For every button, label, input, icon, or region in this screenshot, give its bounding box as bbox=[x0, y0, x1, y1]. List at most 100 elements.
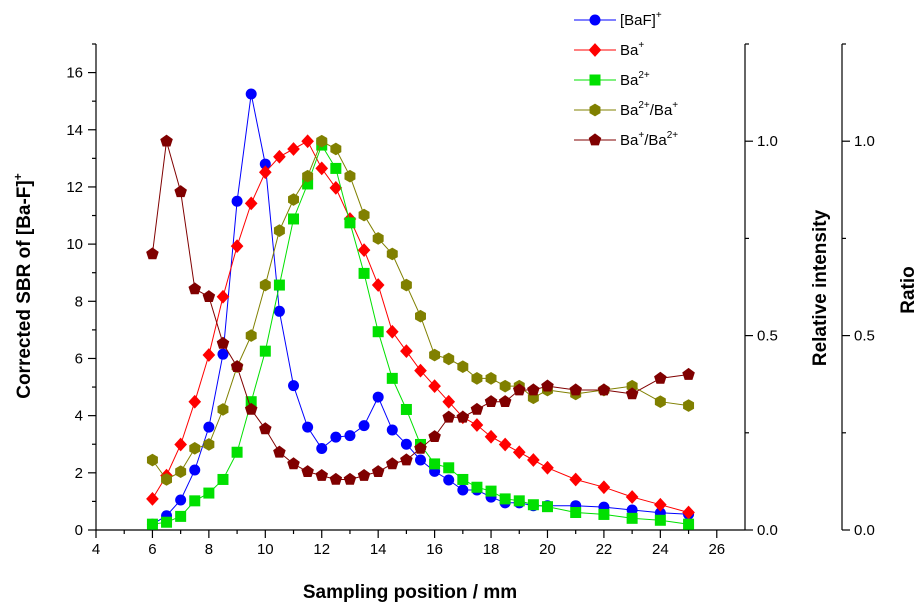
data-point bbox=[357, 243, 371, 257]
x-tick-label: 18 bbox=[483, 541, 500, 558]
y-tick-label: 16 bbox=[66, 65, 83, 82]
data-point bbox=[287, 142, 300, 156]
legend-marker bbox=[589, 14, 601, 26]
legend-label-sup: + bbox=[656, 10, 662, 21]
y-tick-label: 10 bbox=[66, 236, 83, 253]
series-line bbox=[151, 140, 689, 513]
x-tick-label: 16 bbox=[426, 541, 443, 558]
data-point bbox=[273, 305, 285, 317]
data-point bbox=[301, 465, 314, 478]
data-point bbox=[597, 383, 611, 396]
data-point bbox=[245, 396, 257, 408]
y-tick-label: 14 bbox=[66, 122, 83, 139]
legend-label-main: Ba bbox=[620, 42, 639, 59]
data-point bbox=[385, 324, 399, 339]
data-point bbox=[513, 495, 525, 507]
data-point bbox=[188, 282, 202, 295]
data-point bbox=[231, 195, 243, 207]
data-point bbox=[273, 149, 286, 164]
data-point bbox=[457, 360, 469, 374]
data-point bbox=[484, 429, 498, 444]
data-point bbox=[358, 208, 370, 222]
data-point bbox=[273, 224, 285, 237]
data-point bbox=[400, 453, 413, 466]
data-point bbox=[217, 403, 229, 416]
data-point bbox=[202, 290, 216, 303]
legend-label-main: Ba bbox=[620, 72, 639, 89]
data-point bbox=[498, 395, 512, 408]
legend-marker bbox=[588, 133, 602, 146]
data-point bbox=[372, 391, 384, 403]
data-point bbox=[683, 518, 695, 530]
data-point bbox=[654, 395, 666, 409]
legend-item: Ba+/Ba2+ bbox=[574, 130, 678, 149]
x-axis-title: Sampling position / mm bbox=[303, 582, 517, 603]
legend-label-second: /Ba bbox=[644, 132, 667, 149]
data-point bbox=[498, 437, 512, 452]
data-point bbox=[203, 487, 215, 499]
data-point bbox=[189, 442, 201, 455]
data-point bbox=[471, 481, 483, 493]
data-point bbox=[654, 497, 667, 512]
data-point bbox=[443, 474, 455, 486]
data-point bbox=[202, 348, 216, 362]
data-point bbox=[512, 445, 526, 460]
data-point bbox=[625, 490, 639, 504]
data-point bbox=[344, 169, 356, 183]
data-point bbox=[357, 468, 371, 481]
data-point bbox=[471, 372, 483, 385]
y2-axis-title: Relative intensity bbox=[810, 209, 831, 366]
y3-tick-label: 0.5 bbox=[854, 328, 875, 345]
data-point bbox=[302, 169, 314, 183]
data-point bbox=[569, 472, 583, 487]
series-line bbox=[151, 140, 689, 481]
x-tick-label: 8 bbox=[205, 541, 213, 558]
data-point bbox=[146, 492, 159, 506]
y-tick-label: 0 bbox=[75, 522, 83, 539]
data-point bbox=[287, 457, 300, 470]
data-point bbox=[160, 134, 173, 147]
data-point bbox=[161, 473, 173, 486]
data-point bbox=[429, 458, 441, 470]
y-tick-label: 4 bbox=[75, 408, 83, 425]
axis-titles: Sampling position / mm Corrected SBR of … bbox=[11, 173, 918, 603]
data-point bbox=[428, 430, 441, 443]
legend-label-main: Ba bbox=[620, 102, 639, 119]
legend-marker bbox=[589, 74, 601, 86]
y2-tick-label: 0.5 bbox=[757, 328, 778, 345]
legend-label: Ba+/Ba2+ bbox=[620, 130, 678, 149]
series-line bbox=[151, 141, 689, 480]
x-tick-label: 10 bbox=[257, 541, 274, 558]
data-point bbox=[188, 394, 202, 409]
data-point bbox=[216, 289, 230, 304]
data-point bbox=[330, 142, 342, 156]
y-tick-label: 2 bbox=[75, 465, 83, 482]
data-point bbox=[485, 485, 497, 497]
data-point bbox=[499, 379, 511, 393]
legend-label: [BaF]+ bbox=[620, 10, 662, 29]
data-point bbox=[344, 430, 356, 442]
data-point bbox=[443, 352, 455, 366]
data-point bbox=[174, 185, 187, 198]
data-point bbox=[372, 326, 384, 338]
y2-tick-label: 0.0 bbox=[757, 522, 778, 539]
data-point bbox=[386, 247, 398, 261]
y-axis-title: Corrected SBR of [Ba-F]+ bbox=[11, 173, 35, 399]
legend-label-sup: 2+ bbox=[638, 70, 650, 81]
data-point bbox=[527, 453, 540, 467]
data-point bbox=[358, 267, 370, 279]
legend-label-sup: 2+ bbox=[667, 130, 679, 141]
x-tick-label: 14 bbox=[370, 541, 387, 558]
data-point bbox=[470, 402, 484, 415]
data-point bbox=[330, 162, 342, 174]
data-point bbox=[245, 88, 257, 100]
data-point bbox=[371, 465, 385, 478]
data-point bbox=[301, 134, 314, 149]
data-point bbox=[259, 345, 271, 357]
series-layer bbox=[146, 88, 695, 530]
data-point bbox=[470, 418, 484, 432]
y-axis-title-sup: + bbox=[11, 173, 25, 180]
data-point bbox=[358, 420, 370, 432]
data-point bbox=[175, 494, 187, 506]
